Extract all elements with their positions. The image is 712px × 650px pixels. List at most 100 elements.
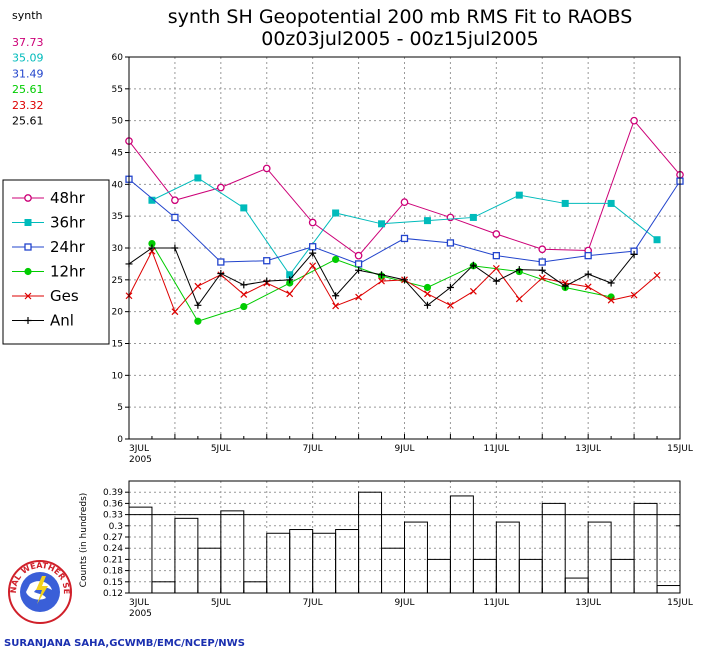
- data-point: [469, 287, 477, 295]
- x-tick-label: 5JUL: [211, 444, 231, 454]
- data-point: [332, 209, 340, 217]
- data-point: [446, 239, 455, 247]
- data-point: [332, 292, 340, 300]
- main-y-tick-labels: 0 5 10 15 20 25 30 35 40 45 50 55 60: [112, 53, 129, 445]
- nws-logo: NATIONAL WEATHER SERVICE: [8, 560, 72, 624]
- data-point: [401, 276, 408, 284]
- x-tick-year: 2005: [129, 455, 152, 465]
- legend-label: 36hr: [50, 214, 86, 232]
- count-bar: [610, 558, 635, 594]
- data-point: [171, 196, 179, 205]
- data-point: [423, 301, 431, 309]
- data-point: [538, 258, 546, 266]
- y-tick-label: 0.18: [103, 567, 123, 577]
- series-36hr: [148, 174, 661, 279]
- x-tick-label: 9JUL: [395, 444, 415, 454]
- legend-marker: [24, 243, 32, 251]
- count-bar: [151, 581, 176, 594]
- y-tick-label: 45: [112, 149, 123, 159]
- data-point: [653, 271, 661, 279]
- legend-marker: [24, 267, 32, 276]
- data-point: [423, 283, 432, 292]
- count-bar: [404, 521, 428, 594]
- y-tick-label: 55: [112, 85, 123, 95]
- count-bar: [128, 506, 153, 594]
- legend-marker: [24, 194, 32, 202]
- data-point: [515, 295, 523, 303]
- data-point: [584, 251, 592, 260]
- data-point: [332, 302, 340, 310]
- data-point: [492, 230, 501, 238]
- data-point: [240, 281, 248, 289]
- main-grid: [129, 57, 680, 439]
- data-point: [515, 266, 523, 274]
- count-bar: [312, 532, 337, 594]
- chart-subtitle: 00z03jul2005 - 00z15jul2005: [261, 28, 539, 50]
- data-point: [378, 277, 385, 285]
- x-tick-label: 7JUL: [303, 598, 323, 608]
- y-tick-label: 0.15: [103, 578, 123, 588]
- legend-label: 48hr: [50, 189, 86, 207]
- data-point: [354, 251, 363, 260]
- data-point: [262, 164, 271, 173]
- x-tick-label: 11JUL: [483, 598, 509, 608]
- data-point: [309, 249, 317, 257]
- legend-marker: [24, 292, 32, 300]
- data-point: [378, 220, 386, 228]
- y-tick-label: 5: [117, 403, 123, 413]
- data-point: [355, 266, 363, 274]
- data-point: [263, 277, 271, 285]
- data-point: [515, 191, 523, 199]
- y-tick-label: 50: [112, 117, 124, 127]
- series-line: [151, 177, 658, 276]
- x-tick-label: 5JUL: [211, 598, 231, 608]
- data-point: [309, 262, 317, 270]
- x-tick-label: 3JUL: [129, 444, 149, 454]
- x-tick-label: 15JUL: [667, 444, 693, 454]
- y-tick-label: 20: [112, 308, 124, 318]
- stats-value: 23.32: [12, 99, 44, 112]
- data-point: [309, 243, 317, 251]
- count-bar: [335, 529, 360, 594]
- x-tick-label: 11JUL: [483, 444, 509, 454]
- data-point: [469, 213, 477, 221]
- stats-values: 37.73 35.09 31.49 25.61 23.32 25.61: [12, 36, 44, 128]
- data-point: [607, 199, 615, 207]
- y-tick-label: 0.12: [103, 589, 123, 599]
- data-point: [355, 293, 363, 301]
- y-tick-label: 0.39: [103, 488, 123, 498]
- data-point: [584, 270, 592, 278]
- count-bar: [495, 521, 520, 594]
- count-y-tick-labels: 0.120.150.18 0.210.240.270.30.33 0.360.39: [103, 488, 129, 599]
- data-point: [446, 283, 454, 291]
- data-point: [607, 296, 615, 304]
- y-tick-label: 0: [117, 435, 123, 445]
- y-tick-label: 10: [112, 371, 124, 381]
- legend-label: Anl: [50, 312, 74, 330]
- data-point: [492, 277, 500, 285]
- y-tick-label: 60: [112, 53, 124, 63]
- data-point: [148, 244, 156, 252]
- series-line: [128, 249, 658, 313]
- data-point: [194, 301, 202, 309]
- data-point: [286, 271, 294, 279]
- data-point: [240, 204, 248, 212]
- legend-marker: [24, 317, 32, 324]
- stats-value: 25.61: [12, 115, 44, 128]
- y-tick-label: 0.3: [109, 522, 123, 532]
- data-point: [561, 199, 569, 207]
- data-point: [630, 291, 638, 299]
- legend-box: [2, 179, 110, 345]
- data-point: [423, 217, 431, 225]
- data-point: [286, 276, 294, 284]
- count-bar: [220, 510, 245, 594]
- count-bar: [564, 577, 589, 594]
- data-point: [538, 266, 546, 274]
- count-bar: [426, 558, 451, 594]
- data-point: [400, 234, 409, 243]
- data-point: [378, 271, 386, 279]
- data-point: [538, 274, 546, 282]
- y-tick-label: 30: [112, 244, 124, 254]
- data-point: [630, 250, 638, 258]
- data-point: [194, 282, 202, 290]
